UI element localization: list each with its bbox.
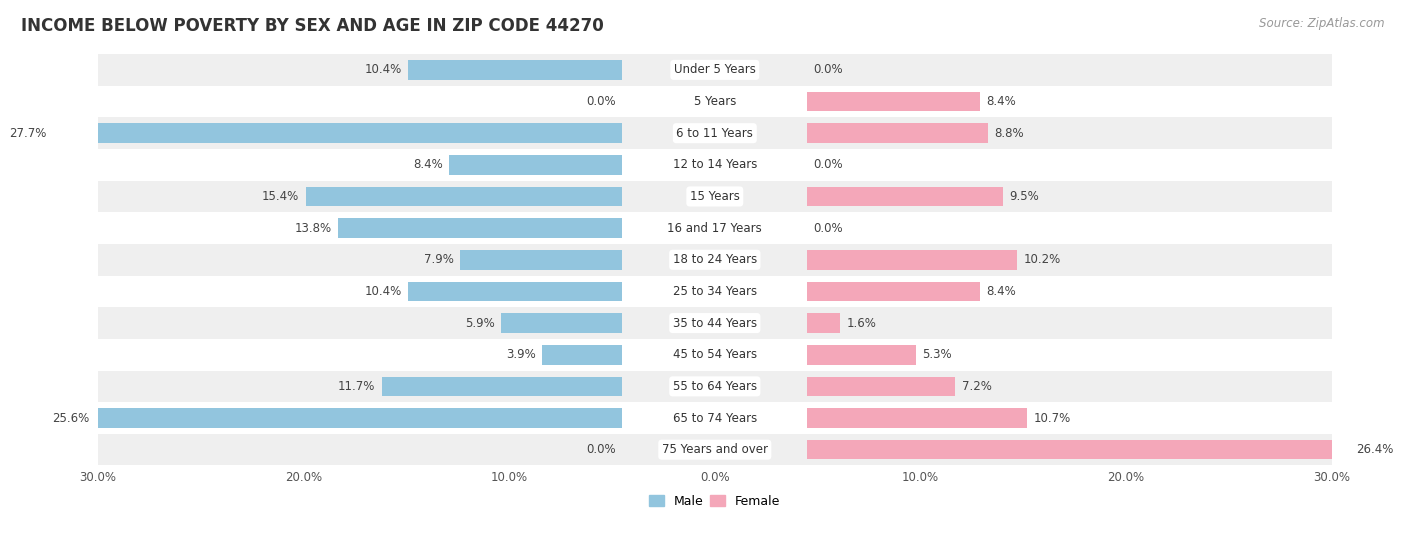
Text: 26.4%: 26.4% (1357, 443, 1393, 456)
Bar (807, 345, 917, 364)
Bar (807, 377, 956, 396)
Bar (543, 345, 623, 364)
Text: 6 to 11 Years: 6 to 11 Years (676, 127, 754, 140)
Text: 0.0%: 0.0% (586, 95, 616, 108)
Bar (98, 181, 1331, 212)
Bar (98, 307, 1331, 339)
Bar (98, 117, 1331, 149)
Bar (98, 149, 1331, 181)
Bar (807, 313, 841, 333)
Bar (460, 250, 623, 270)
Bar (52, 123, 623, 143)
Text: 35 to 44 Years: 35 to 44 Years (672, 316, 756, 330)
Bar (807, 92, 980, 112)
Bar (807, 282, 980, 301)
Bar (98, 434, 1331, 465)
Text: INCOME BELOW POVERTY BY SEX AND AGE IN ZIP CODE 44270: INCOME BELOW POVERTY BY SEX AND AGE IN Z… (21, 17, 603, 35)
Bar (807, 187, 1002, 206)
Text: 10.2%: 10.2% (1024, 253, 1060, 266)
Text: 5.3%: 5.3% (922, 348, 952, 361)
Text: 18 to 24 Years: 18 to 24 Years (672, 253, 756, 266)
Text: 1.6%: 1.6% (846, 316, 876, 330)
Bar (98, 54, 1331, 86)
Text: Under 5 Years: Under 5 Years (673, 64, 756, 76)
Bar (501, 313, 623, 333)
Text: 55 to 64 Years: 55 to 64 Years (672, 380, 756, 393)
Text: 0.0%: 0.0% (814, 158, 844, 171)
Text: Source: ZipAtlas.com: Source: ZipAtlas.com (1260, 17, 1385, 30)
Text: 45 to 54 Years: 45 to 54 Years (672, 348, 756, 361)
Text: 16 and 17 Years: 16 and 17 Years (668, 222, 762, 234)
Text: 12 to 14 Years: 12 to 14 Years (672, 158, 756, 171)
Bar (807, 123, 988, 143)
Bar (98, 212, 1331, 244)
Text: 8.4%: 8.4% (986, 285, 1017, 298)
Bar (96, 408, 623, 428)
Bar (98, 339, 1331, 371)
Text: 25.6%: 25.6% (52, 411, 90, 425)
Legend: Male, Female: Male, Female (644, 490, 786, 513)
Text: 8.4%: 8.4% (986, 95, 1017, 108)
Text: 27.7%: 27.7% (8, 127, 46, 140)
Text: 65 to 74 Years: 65 to 74 Years (672, 411, 756, 425)
Text: 75 Years and over: 75 Years and over (662, 443, 768, 456)
Bar (381, 377, 623, 396)
Bar (98, 86, 1331, 117)
Bar (98, 244, 1331, 276)
Text: 25 to 34 Years: 25 to 34 Years (672, 285, 756, 298)
Text: 0.0%: 0.0% (814, 222, 844, 234)
Text: 8.4%: 8.4% (413, 158, 443, 171)
Bar (807, 440, 1350, 459)
Text: 0.0%: 0.0% (586, 443, 616, 456)
Text: 9.5%: 9.5% (1010, 190, 1039, 203)
Bar (408, 60, 623, 80)
Text: 13.8%: 13.8% (295, 222, 332, 234)
Bar (408, 282, 623, 301)
Text: 15.4%: 15.4% (262, 190, 299, 203)
Bar (339, 218, 623, 238)
Bar (807, 408, 1028, 428)
Text: 0.0%: 0.0% (814, 64, 844, 76)
Text: 5 Years: 5 Years (693, 95, 735, 108)
Bar (98, 402, 1331, 434)
Bar (450, 155, 623, 175)
Text: 5.9%: 5.9% (465, 316, 495, 330)
Text: 8.8%: 8.8% (994, 127, 1024, 140)
Text: 7.9%: 7.9% (423, 253, 454, 266)
Text: 15 Years: 15 Years (690, 190, 740, 203)
Bar (807, 250, 1017, 270)
Text: 3.9%: 3.9% (506, 348, 536, 361)
Bar (305, 187, 623, 206)
Bar (98, 276, 1331, 307)
Text: 11.7%: 11.7% (337, 380, 375, 393)
Text: 7.2%: 7.2% (962, 380, 991, 393)
Text: 10.4%: 10.4% (366, 285, 402, 298)
Text: 10.7%: 10.7% (1033, 411, 1071, 425)
Text: 10.4%: 10.4% (366, 64, 402, 76)
Bar (98, 371, 1331, 402)
